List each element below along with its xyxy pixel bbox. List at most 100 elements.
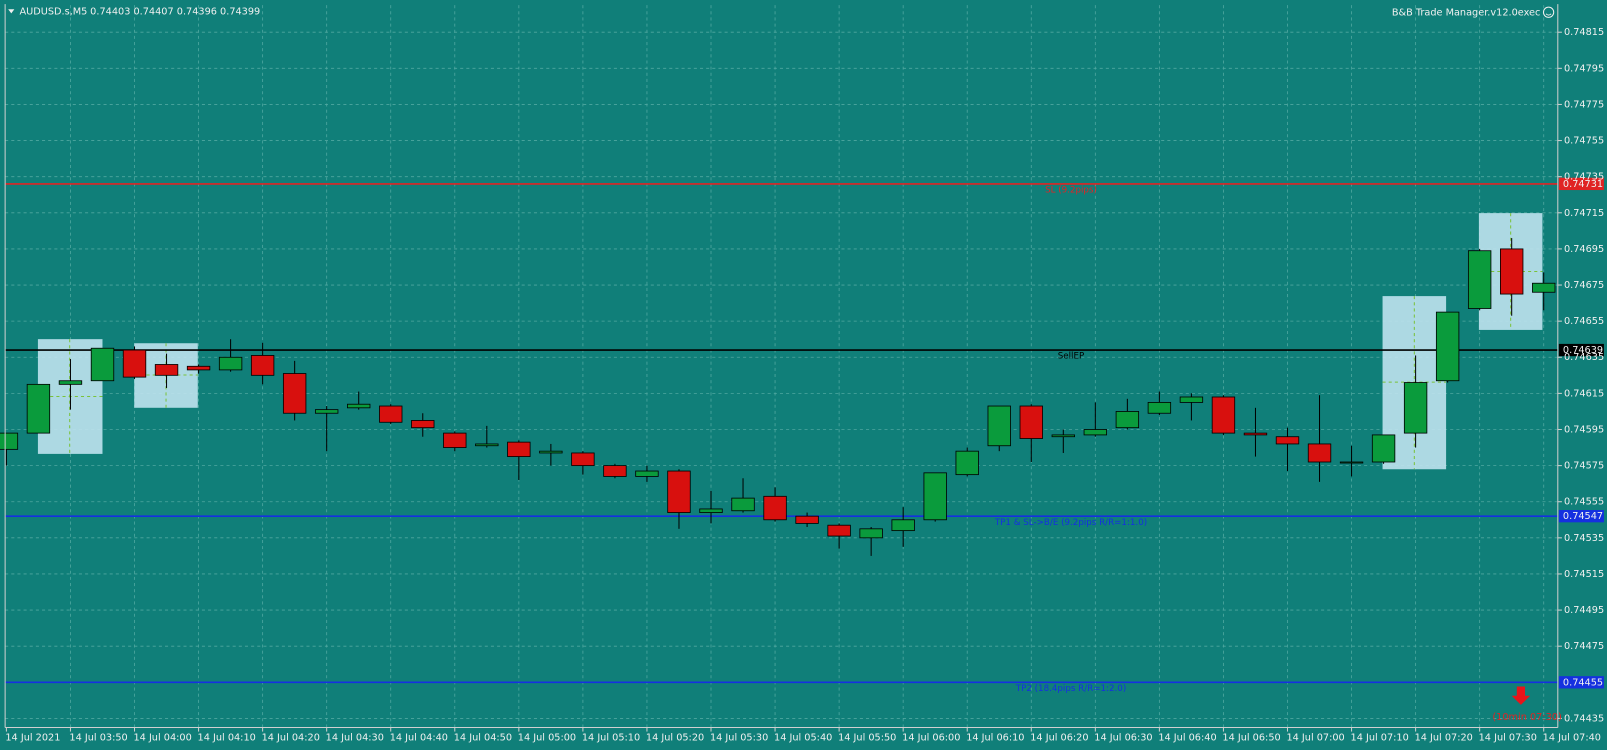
candle-body <box>955 450 979 476</box>
candle-body <box>1467 250 1492 309</box>
x-tick-label: 14 Jul 07:40 <box>1543 733 1601 744</box>
x-tick-label: 14 Jul 04:30 <box>326 733 384 744</box>
indicator-name: B&B Trade Manager.v12.0exec <box>1392 7 1540 18</box>
x-tick-label: 14 Jul 05:50 <box>838 733 896 744</box>
candle-body <box>1147 401 1172 414</box>
y-tick-label: 0.74735 <box>1564 172 1604 183</box>
x-tick-label: 14 Jul 05:00 <box>518 733 576 744</box>
x-tick-label: 14 Jul 03:50 <box>69 733 127 744</box>
candle-body <box>699 508 723 513</box>
x-tick-label: 14 Jul 07:30 <box>1479 733 1537 744</box>
level-price: 0.74639 <box>1563 345 1603 356</box>
candle-body <box>1179 396 1204 403</box>
x-tick-label: 14 Jul 04:50 <box>454 733 512 744</box>
level-price-tag <box>1558 676 1604 689</box>
y-tick-label: 0.74475 <box>1564 641 1604 652</box>
candles <box>0 238 1556 556</box>
menu-triangle[interactable] <box>8 9 15 14</box>
candle-body <box>1500 248 1524 295</box>
candle-body <box>218 356 243 371</box>
grid <box>5 5 1558 728</box>
smiley-icon <box>1542 6 1555 18</box>
candle-body <box>314 409 339 414</box>
level-label: SL (9.2pips) <box>1045 186 1097 196</box>
candle-body <box>122 349 147 378</box>
x-tick-label: 14 Jul 04:40 <box>390 733 448 744</box>
candle-body <box>923 472 947 521</box>
x-tick-label: 14 Jul 05:30 <box>710 733 768 744</box>
candle-body <box>1371 434 1396 463</box>
y-tick-label: 0.74795 <box>1564 63 1604 74</box>
candle-body <box>859 528 883 539</box>
candle-body <box>0 432 19 450</box>
x-tick-label: 14 Jul 04:20 <box>262 733 320 744</box>
candle-body <box>154 364 179 376</box>
y-tick-label: 0.74755 <box>1564 136 1604 147</box>
candle-body <box>891 519 915 532</box>
x-tick-label: 14 Jul 2021 <box>5 733 60 744</box>
candle-body <box>1019 405 1043 439</box>
y-tick-label: 0.74555 <box>1564 497 1604 508</box>
y-tick-label: 0.74575 <box>1564 461 1604 472</box>
y-tick-label: 0.74695 <box>1564 244 1604 255</box>
x-tick-label: 14 Jul 06:30 <box>1094 733 1152 744</box>
candle-body <box>1243 432 1268 436</box>
candle-body <box>1115 411 1140 429</box>
y-tick-label: 0.74815 <box>1564 27 1604 38</box>
candle-body <box>1435 311 1460 382</box>
x-tick-label: 14 Jul 04:10 <box>198 733 256 744</box>
candle-body <box>1083 429 1108 436</box>
candle-body <box>282 373 307 414</box>
x-tick-label: 14 Jul 06:10 <box>966 733 1024 744</box>
level-price: 0.74731 <box>1563 179 1603 190</box>
level-price-tag <box>1558 177 1604 191</box>
candle-body <box>1275 436 1300 445</box>
x-tick-label: 14 Jul 06:00 <box>902 733 960 744</box>
candle-body <box>667 470 691 513</box>
candle-body <box>1339 461 1364 464</box>
symbol: AUDUSD.s,M5 <box>19 6 87 17</box>
timer-annotation: (10min 07:30) <box>1492 712 1561 723</box>
x-tick-label: 14 Jul 07:20 <box>1415 733 1473 744</box>
candle-body <box>1532 282 1556 293</box>
level-label: TP2 (18.4pips R/R=1:2.0) <box>1015 684 1126 694</box>
y-tick-label: 0.74515 <box>1564 569 1604 580</box>
y-tick-label: 0.74675 <box>1564 280 1604 291</box>
candle-body <box>90 347 115 382</box>
candle-body <box>26 383 51 434</box>
candle-body <box>475 443 499 447</box>
candle-body <box>443 432 467 448</box>
candle-body <box>250 355 275 376</box>
x-tick-label: 14 Jul 07:00 <box>1286 733 1344 744</box>
candle-body <box>987 405 1011 447</box>
y-tick-label: 0.74535 <box>1564 533 1604 544</box>
levels: SL (9.2pips) 0.74731 SellEP 0.74639 TP1 & SL… <box>5 177 1604 694</box>
candle-body <box>347 403 371 409</box>
level-price-tag <box>1558 510 1604 523</box>
y-tick-label: 0.74715 <box>1564 208 1604 219</box>
y-tick-label: 0.74495 <box>1564 605 1604 616</box>
y-tick-label: 0.74435 <box>1564 713 1604 724</box>
sell-arrow <box>1511 686 1531 705</box>
y-tick-label: 0.74595 <box>1564 424 1604 435</box>
axes: 0.74435 0.74475 0.74495 0.74515 0.74535 0.745… <box>4 4 1604 744</box>
x-tick-label: 14 Jul 06:50 <box>1222 733 1280 744</box>
candle-body <box>763 495 787 521</box>
candle-body <box>539 450 563 454</box>
level-price: 0.74455 <box>1563 677 1603 688</box>
level-label: SellEP <box>1058 352 1084 362</box>
candle-body <box>795 515 819 524</box>
y-tick-label: 0.74655 <box>1564 316 1604 327</box>
level-label: TP1 & SL->B/E (9.2pips R/R=1:1.0) <box>994 518 1147 528</box>
candle-body <box>186 365 211 371</box>
x-tick-label: 14 Jul 05:20 <box>646 733 704 744</box>
x-tick-label: 14 Jul 04:00 <box>133 733 191 744</box>
y-tick-label: 0.74615 <box>1564 388 1604 399</box>
x-tick-label: 14 Jul 06:40 <box>1158 733 1216 744</box>
y-tick-label: 0.74635 <box>1564 352 1604 363</box>
candle-body <box>603 465 627 477</box>
candle-body <box>1051 434 1075 438</box>
